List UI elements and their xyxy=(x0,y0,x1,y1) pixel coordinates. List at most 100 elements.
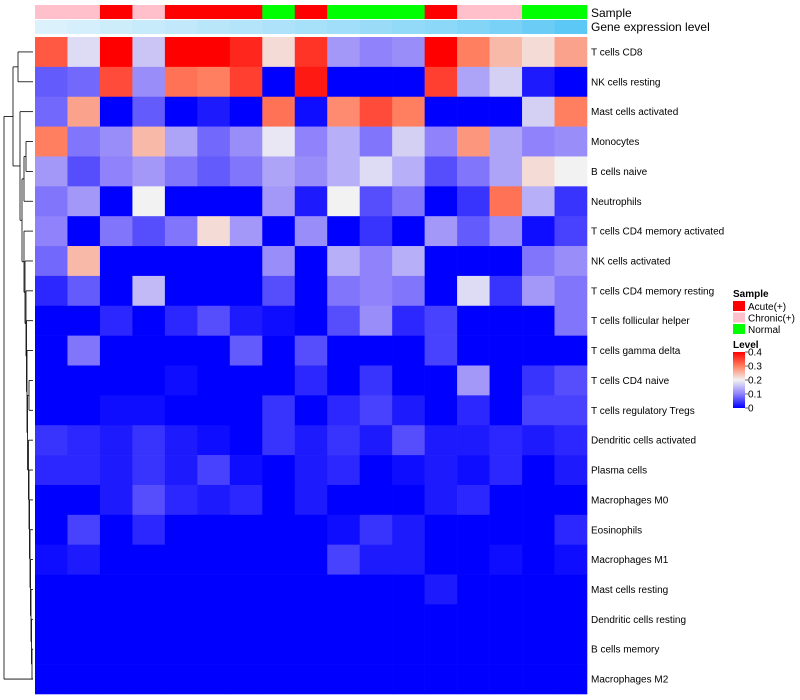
heatmap-cell xyxy=(164,335,198,366)
heatmap-cell xyxy=(554,275,588,307)
heatmap-cell xyxy=(229,455,263,486)
heatmap-cell xyxy=(99,156,133,187)
heatmap-cell xyxy=(327,455,361,486)
heatmap-cell xyxy=(35,484,68,516)
heatmap-cell xyxy=(294,455,328,486)
heatmap-cell xyxy=(132,216,166,247)
heatmap-cell xyxy=(457,544,490,575)
heatmap-cell xyxy=(229,484,263,516)
sample-annotation-cell xyxy=(424,5,458,19)
heatmap-cell xyxy=(327,365,361,396)
heatmap-cell xyxy=(424,37,458,68)
heatmap-cell xyxy=(197,484,231,516)
heatmap-cell xyxy=(99,425,133,456)
heatmap-cell xyxy=(197,246,231,277)
heatmap-cell xyxy=(67,574,101,605)
heatmap-cell xyxy=(392,156,425,187)
heatmap-cell xyxy=(164,96,198,127)
heatmap-cell xyxy=(294,96,328,127)
heatmap-cell xyxy=(229,186,263,217)
heatmap-cell xyxy=(132,305,166,336)
row-label: Mast cells activated xyxy=(591,107,678,118)
heatmap-cell xyxy=(392,335,425,366)
heatmap-cell xyxy=(327,395,361,426)
heatmap-cell xyxy=(327,544,361,575)
heatmap-cell xyxy=(489,66,523,98)
heatmap-cell xyxy=(457,216,490,247)
heatmap-cell xyxy=(554,455,588,486)
heatmap-cell xyxy=(99,514,133,545)
heatmap-cell xyxy=(359,604,393,635)
heatmap-cell xyxy=(164,455,198,486)
heatmap-cell xyxy=(99,66,133,98)
heatmap-cell xyxy=(35,216,68,247)
heatmap-cell xyxy=(522,156,555,187)
sample-annotation-cell xyxy=(327,5,361,19)
heatmap-cell xyxy=(164,126,198,157)
heatmap-cell xyxy=(554,305,588,336)
heatmap-cell xyxy=(522,246,555,277)
heatmap-cell xyxy=(522,275,555,307)
expression-annotation-cell xyxy=(294,20,328,34)
heatmap-cell xyxy=(229,514,263,545)
heatmap-cell xyxy=(164,305,198,336)
heatmap-cell xyxy=(132,96,166,127)
heatmap-cell xyxy=(229,246,263,277)
heatmap-cell xyxy=(359,335,393,366)
heatmap-cell xyxy=(489,664,523,695)
heatmap-cell xyxy=(99,335,133,366)
heatmap-cell xyxy=(392,96,425,127)
heatmap-cell xyxy=(164,514,198,545)
heatmap-cell xyxy=(262,275,296,307)
heatmap-cell xyxy=(67,275,101,307)
heatmap-cell xyxy=(164,544,198,575)
row-label: B cells naive xyxy=(591,167,648,178)
heatmap-cell xyxy=(262,544,296,575)
heatmap-cell xyxy=(554,514,588,545)
heatmap-cell xyxy=(392,365,425,396)
heatmap-cell xyxy=(424,96,458,127)
expression-annotation-cell xyxy=(424,20,458,34)
heatmap-cell xyxy=(424,425,458,456)
heatmap-cell xyxy=(522,96,555,127)
sample-annotation-cell xyxy=(457,5,490,19)
heatmap-cell xyxy=(294,335,328,366)
heatmap-cell xyxy=(229,544,263,575)
heatmap-cell xyxy=(262,634,296,665)
row-label: T cells regulatory Tregs xyxy=(591,406,695,417)
heatmap-cell xyxy=(489,216,523,247)
heatmap-cell xyxy=(327,335,361,366)
heatmap-cell xyxy=(457,425,490,456)
heatmap-cell xyxy=(392,186,425,217)
heatmap-cell xyxy=(457,514,490,545)
heatmap-cell xyxy=(359,484,393,516)
heatmap-cell xyxy=(522,216,555,247)
heatmap-cell xyxy=(229,395,263,426)
heatmap-cell xyxy=(327,275,361,307)
heatmap-cell xyxy=(522,395,555,426)
heatmap-cell xyxy=(35,634,68,665)
heatmap-cell xyxy=(99,246,133,277)
heatmap-cell xyxy=(164,216,198,247)
heatmap-cell xyxy=(392,216,425,247)
heatmap-cell xyxy=(392,275,425,307)
heatmap-cell xyxy=(99,484,133,516)
heatmap-cell xyxy=(457,96,490,127)
heatmap-cell xyxy=(164,484,198,516)
level-legend-tick-label: 0 xyxy=(748,404,754,415)
heatmap-cell xyxy=(67,395,101,426)
heatmap-cell xyxy=(424,305,458,336)
heatmap-cell xyxy=(294,216,328,247)
heatmap-cell xyxy=(522,514,555,545)
heatmap-cell xyxy=(327,574,361,605)
heatmap-cell xyxy=(35,186,68,217)
heatmap-cell xyxy=(522,425,555,456)
heatmap-cell xyxy=(132,604,166,635)
heatmap-cell xyxy=(457,365,490,396)
heatmap-cell xyxy=(294,156,328,187)
heatmap-cell xyxy=(424,66,458,98)
heatmap-cell xyxy=(554,156,588,187)
heatmap-cell xyxy=(197,455,231,486)
heatmap-cell xyxy=(294,395,328,426)
heatmap-cell xyxy=(359,246,393,277)
